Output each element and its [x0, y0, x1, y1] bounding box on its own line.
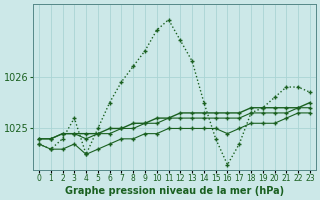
- X-axis label: Graphe pression niveau de la mer (hPa): Graphe pression niveau de la mer (hPa): [65, 186, 284, 196]
